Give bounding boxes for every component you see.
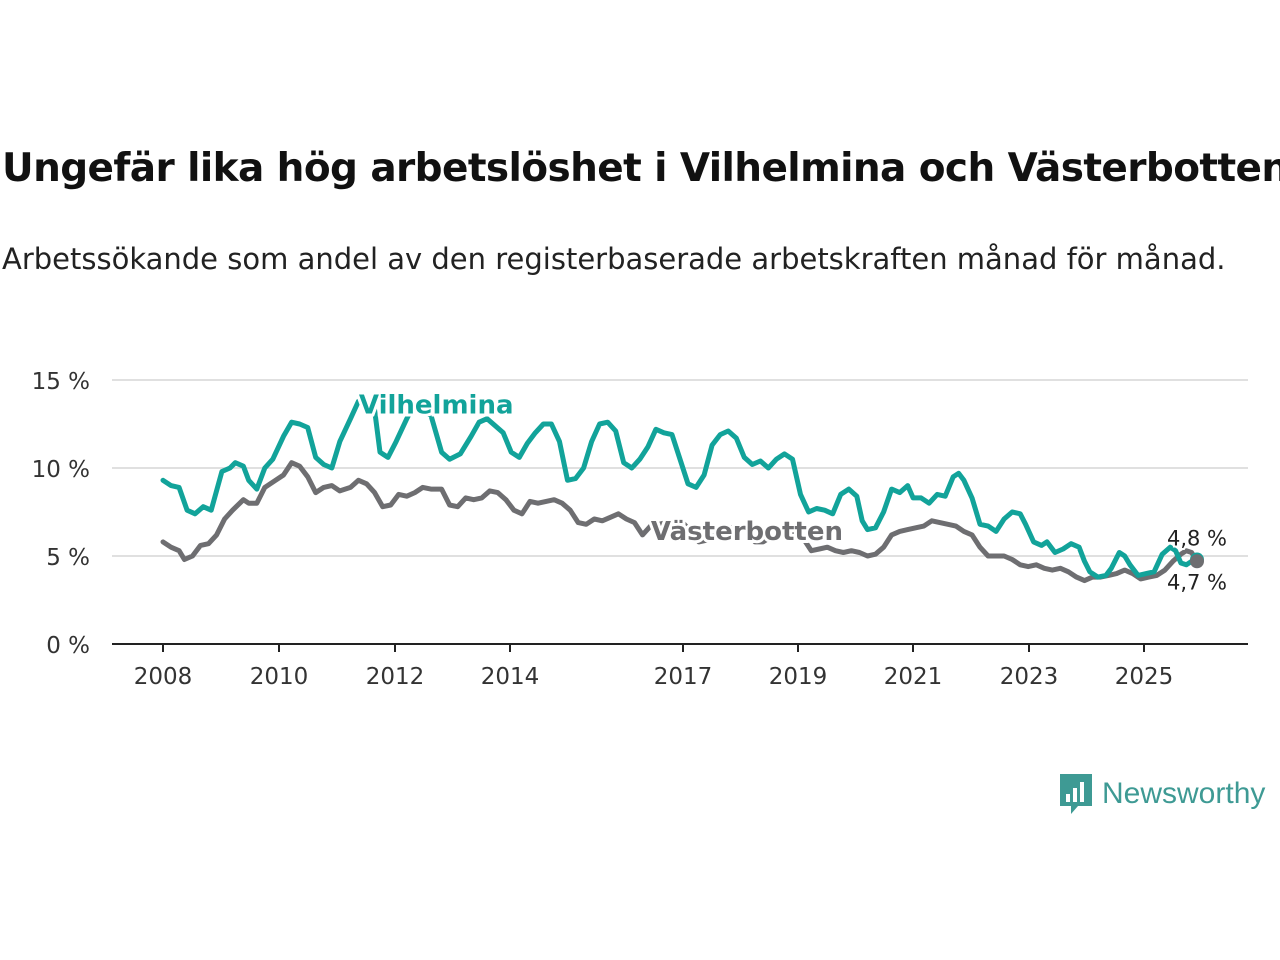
x-tick-label: 2023 <box>1000 664 1059 690</box>
end-marker <box>1190 554 1204 569</box>
y-tick-label: 5 % <box>46 545 90 571</box>
y-tick-label: 15 % <box>32 369 90 395</box>
x-tick-label: 2017 <box>654 664 713 690</box>
brand-name: Newsworthy <box>1102 777 1266 810</box>
x-tick-label: 2014 <box>481 664 540 690</box>
series-label: Vilhelmina <box>359 390 514 420</box>
x-tick-label: 2010 <box>250 664 309 690</box>
chart-subtitle: Arbetssökande som andel av den registerb… <box>2 242 1226 276</box>
x-tick-label: 2012 <box>366 664 425 690</box>
newsworthy-logo-icon <box>1060 774 1092 814</box>
y-tick-label: 10 % <box>32 457 90 483</box>
series-label: Västerbotten <box>651 517 843 547</box>
x-tick-label: 2008 <box>134 664 193 690</box>
x-tick-label: 2021 <box>884 664 943 690</box>
series-line-vilhelmina <box>160 398 1200 580</box>
end-value-label: 4,8 % <box>1167 527 1227 551</box>
x-tick-label: 2025 <box>1115 664 1174 690</box>
end-value-label: 4,7 % <box>1167 570 1227 594</box>
brand[interactable]: Newsworthy <box>1058 772 1265 816</box>
chart-title: Ungefär lika hög arbetslöshet i Vilhelmi… <box>2 146 1280 191</box>
line-chart: 0 % 5 % 10 % 15 % 2008 2010 2012 2014 2017 2019 20… <box>32 369 1248 690</box>
series-line-vsterbotten <box>160 460 1200 584</box>
x-tick-label: 2019 <box>769 664 828 690</box>
y-tick-label: 0 % <box>46 633 90 659</box>
